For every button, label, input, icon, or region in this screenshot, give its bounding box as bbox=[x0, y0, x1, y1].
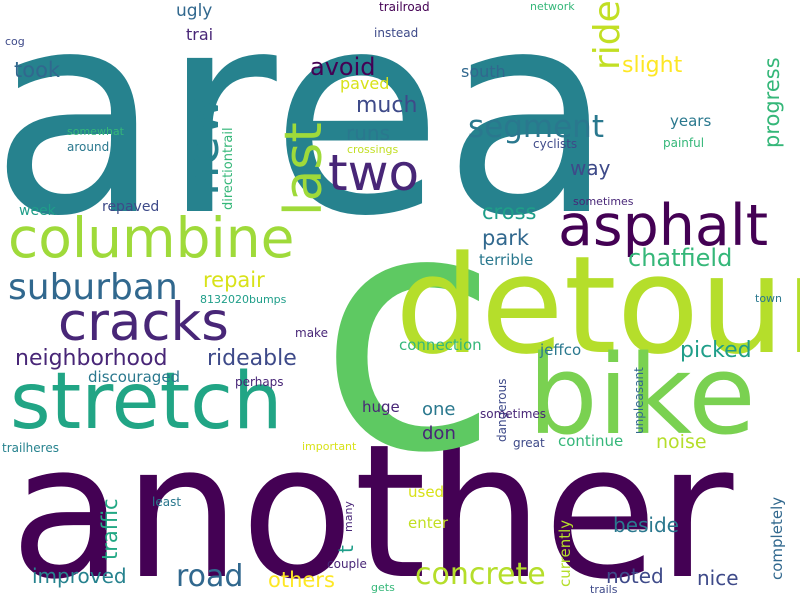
word-trailheres: trailheres bbox=[2, 441, 59, 455]
word-another: another bbox=[10, 404, 734, 600]
word-least: least bbox=[152, 495, 182, 509]
word-many: many bbox=[342, 501, 355, 532]
word-currently: currently bbox=[556, 519, 574, 587]
word-two: two bbox=[328, 144, 420, 202]
word-t: t bbox=[334, 545, 358, 553]
word-took: took bbox=[14, 58, 61, 82]
word-huge: huge bbox=[362, 398, 400, 416]
word-crossings: crossings bbox=[347, 143, 399, 156]
word-town: town bbox=[755, 292, 783, 305]
word-suburban: suburban bbox=[8, 267, 178, 308]
word-make: make bbox=[295, 326, 328, 340]
word-chatfield: chatfield bbox=[628, 244, 733, 272]
word-asphalt: asphalt bbox=[558, 193, 769, 259]
word-discouraged: discouraged bbox=[88, 368, 181, 386]
word-perhaps: perhaps bbox=[235, 375, 284, 389]
word-beside: beside bbox=[613, 513, 679, 537]
word-concrete: concrete bbox=[415, 557, 546, 592]
word-unpleasant: unpleasant bbox=[632, 367, 646, 434]
word-south: south bbox=[461, 62, 506, 81]
word-completely: completely bbox=[768, 496, 786, 580]
word-somewhat: somewhat bbox=[67, 125, 124, 138]
word-cracks: cracks bbox=[58, 292, 229, 353]
word-paved: paved bbox=[340, 74, 390, 93]
word-much: much bbox=[356, 93, 418, 118]
word-important: important bbox=[302, 440, 357, 453]
word-instead: instead bbox=[374, 26, 419, 40]
word-runs: runs bbox=[346, 121, 390, 145]
word-segment: segment bbox=[468, 109, 604, 145]
word-traffic: traffic bbox=[98, 498, 122, 560]
word-trai: trai bbox=[186, 25, 214, 44]
word-directiontrail: directiontrail bbox=[221, 127, 236, 210]
word-nice: nice bbox=[697, 566, 739, 590]
word-trails: trails bbox=[590, 583, 618, 596]
word-picked: picked bbox=[680, 338, 752, 363]
word-network: network bbox=[530, 0, 575, 13]
word-one: one bbox=[422, 399, 456, 420]
word-couple: couple bbox=[327, 557, 367, 571]
word-neighborhood: neighborhood bbox=[15, 346, 168, 371]
word-years: years bbox=[670, 112, 712, 130]
word-connection: connection bbox=[399, 336, 482, 354]
word-park: park bbox=[482, 226, 529, 250]
word-jeffco: jeffco bbox=[540, 341, 582, 359]
word-great: great bbox=[513, 436, 545, 450]
word-cyclists: cyclists bbox=[533, 137, 578, 151]
word-used: used bbox=[408, 483, 445, 501]
word-trailroad: trailroad bbox=[379, 0, 430, 14]
word-repair: repair bbox=[203, 268, 265, 292]
word-c: c bbox=[318, 141, 500, 525]
word-8132020bumps: 8132020bumps bbox=[200, 293, 287, 306]
word-last: last bbox=[274, 122, 334, 216]
word-noted: noted bbox=[606, 564, 664, 588]
word-cog: cog bbox=[5, 35, 25, 48]
word-ugly: ugly bbox=[176, 1, 213, 21]
word-way: way bbox=[570, 156, 611, 180]
word-repaved: repaved bbox=[102, 199, 160, 215]
word-continue: continue bbox=[558, 432, 624, 450]
word-columbine: columbine bbox=[8, 206, 295, 270]
word-slight: slight bbox=[622, 53, 683, 78]
word-painful: painful bbox=[663, 136, 705, 150]
word-improved: improved bbox=[32, 564, 127, 588]
word-bike: bike bbox=[528, 331, 756, 459]
word-noise: noise bbox=[656, 431, 707, 453]
word-enter: enter bbox=[408, 514, 449, 532]
word-sometimes2: sometimes bbox=[480, 407, 547, 421]
word-around: around bbox=[67, 140, 110, 154]
word-avoid: avoid bbox=[310, 53, 376, 81]
word-detour: detour bbox=[395, 227, 800, 384]
word-stretch: stretch bbox=[10, 357, 283, 447]
word-sometimes: sometimes bbox=[573, 195, 634, 208]
word-week: week bbox=[19, 203, 56, 219]
word-others: others bbox=[268, 568, 335, 592]
word-gets: gets bbox=[371, 581, 395, 594]
word-don: don bbox=[422, 423, 456, 444]
word-rideable: rideable bbox=[207, 346, 297, 371]
word-area: area bbox=[0, 0, 615, 278]
word-cross: cross bbox=[482, 200, 537, 224]
word-ride: ride bbox=[587, 0, 628, 70]
word-terrible: terrible bbox=[479, 251, 534, 269]
word-progress: progress bbox=[760, 57, 784, 148]
word-new: new bbox=[174, 96, 230, 196]
word-road: road bbox=[176, 559, 244, 594]
